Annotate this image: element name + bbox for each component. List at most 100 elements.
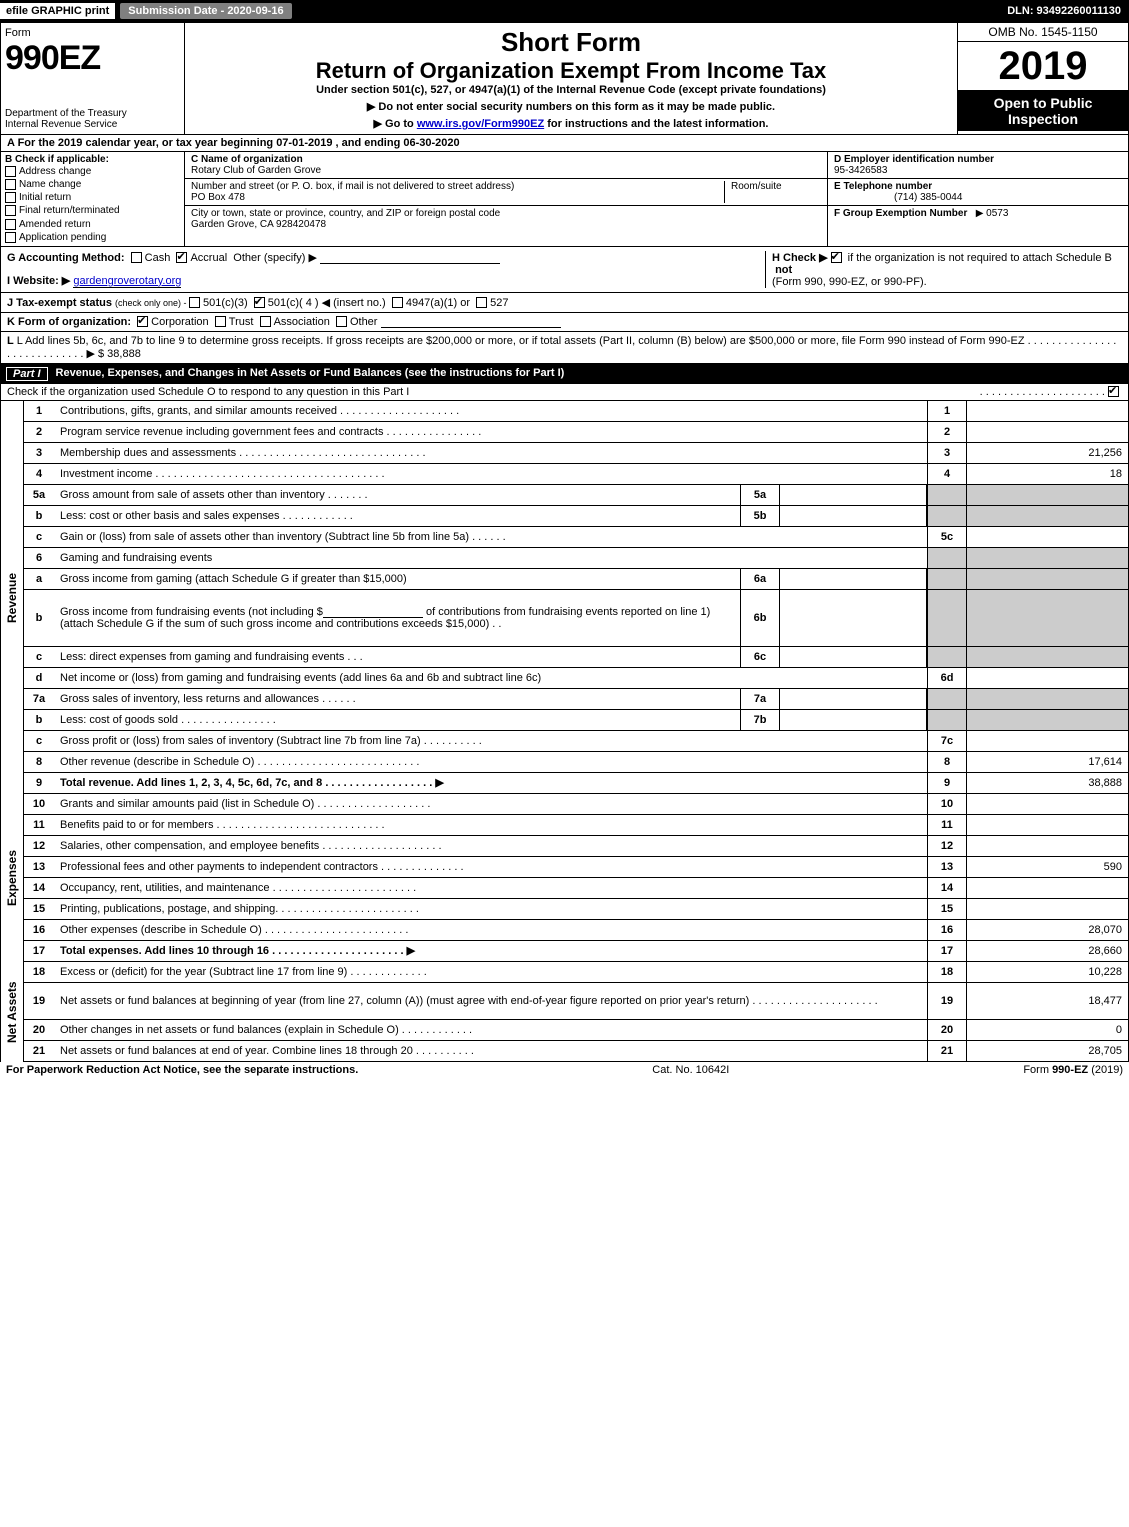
line-7a-subcol: 7a	[740, 689, 780, 709]
line-18-num: 18	[24, 962, 54, 982]
line-15: 15 Printing, publications, postage, and …	[24, 898, 1128, 919]
line-2: 2 Program service revenue including gove…	[24, 421, 1128, 442]
header-right: OMB No. 1545-1150 2019 Open to Public In…	[958, 23, 1128, 134]
line-7b: b Less: cost of goods sold . . . . . . .…	[24, 709, 1128, 730]
accounting-other-input[interactable]	[320, 263, 500, 264]
check-527[interactable]	[476, 297, 487, 308]
line-7a-val	[966, 689, 1128, 709]
line-7b-val	[966, 710, 1128, 730]
check-final-return[interactable]: Final return/terminated	[5, 204, 180, 217]
line-8: 8 Other revenue (describe in Schedule O)…	[24, 751, 1128, 772]
line-8-val: 17,614	[966, 752, 1128, 772]
goto-pre: ▶ Go to	[374, 118, 417, 130]
check-application-pending[interactable]: Application pending	[5, 231, 180, 244]
info-section: B Check if applicable: Address change Na…	[0, 152, 1129, 247]
check-corporation[interactable]	[137, 316, 148, 327]
line-1-num: 1	[24, 401, 54, 421]
line-4-numcol: 4	[927, 464, 966, 484]
line-1-val	[966, 401, 1128, 421]
block-c-org: C Name of organization Rotary Club of Ga…	[185, 152, 827, 246]
line-17-num: 17	[24, 941, 54, 961]
website-label: I Website: ▶	[7, 275, 70, 287]
tax-exempt-label: J Tax-exempt status	[7, 297, 112, 309]
line-6a-val	[966, 569, 1128, 589]
street-label: Number and street (or P. O. box, if mail…	[191, 181, 514, 192]
line-14: 14 Occupancy, rent, utilities, and maint…	[24, 877, 1128, 898]
otp-line2: Inspection	[1008, 111, 1078, 127]
dept-treasury: Department of the Treasury	[5, 108, 127, 119]
line-6c-subval	[780, 647, 927, 667]
line-6a: a Gross income from gaming (attach Sched…	[24, 568, 1128, 589]
submission-date-button[interactable]: Submission Date - 2020-09-16	[119, 2, 292, 20]
line-7b-subval	[780, 710, 927, 730]
line-19-val: 18,477	[966, 983, 1128, 1019]
check-501c3[interactable]	[189, 297, 200, 308]
schedule-o-checkbox[interactable]	[1108, 386, 1119, 397]
h-checkbox[interactable]	[831, 252, 842, 263]
line-5c-numcol: 5c	[927, 527, 966, 547]
block-a-tax-year: A For the 2019 calendar year, or tax yea…	[0, 135, 1129, 152]
form-header: Form 990EZ Department of the Treasury In…	[0, 22, 1129, 135]
net-assets-sidelabel: Net Assets	[0, 962, 23, 1062]
line-20-num: 20	[24, 1020, 54, 1040]
website-link[interactable]: gardengroverotary.org	[73, 275, 181, 288]
check-address-change[interactable]: Address change	[5, 165, 180, 178]
line-12-desc: Salaries, other compensation, and employ…	[54, 838, 927, 854]
expenses-section: Expenses 10 Grants and similar amounts p…	[0, 794, 1129, 962]
line-8-desc: Other revenue (describe in Schedule O) .…	[54, 754, 927, 770]
line-20-val: 0	[966, 1020, 1128, 1040]
check-initial-return[interactable]: Initial return	[5, 191, 180, 204]
check-501c[interactable]	[254, 297, 265, 308]
line-7a-desc: Gross sales of inventory, less returns a…	[54, 691, 740, 707]
line-19-numcol: 19	[927, 983, 966, 1019]
line-12-num: 12	[24, 836, 54, 856]
city-label: City or town, state or province, country…	[191, 208, 500, 219]
line-10-numcol: 10	[927, 794, 966, 814]
check-amended-return[interactable]: Amended return	[5, 218, 180, 231]
group-exemption-value: ▶ 0573	[976, 208, 1009, 219]
line-9-desc: Total revenue. Add lines 1, 2, 3, 4, 5c,…	[54, 774, 927, 791]
line-11: 11 Benefits paid to or for members . . .…	[24, 814, 1128, 835]
line-1-numcol: 1	[927, 401, 966, 421]
line-6c-num: c	[24, 647, 54, 667]
revenue-section: Revenue 1 Contributions, gifts, grants, …	[0, 401, 1129, 794]
line-17-val: 28,660	[966, 941, 1128, 961]
line-16: 16 Other expenses (describe in Schedule …	[24, 919, 1128, 940]
irs-link[interactable]: www.irs.gov/Form990EZ	[417, 118, 544, 130]
check-other-org[interactable]	[336, 316, 347, 327]
line-9-numcol: 9	[927, 773, 966, 793]
line-5a-val	[966, 485, 1128, 505]
accrual-label: Accrual	[190, 252, 227, 264]
line-6-val	[966, 548, 1128, 568]
line-18-numcol: 18	[927, 962, 966, 982]
no-ssn-notice: ▶ Do not enter social security numbers o…	[189, 100, 953, 113]
line-6c-desc: Less: direct expenses from gaming and fu…	[54, 649, 740, 665]
other-org-input[interactable]	[381, 327, 561, 328]
under-section: Under section 501(c), 527, or 4947(a)(1)…	[189, 84, 953, 96]
line-21-val: 28,705	[966, 1041, 1128, 1061]
ein-value: 95-3426583	[834, 165, 887, 176]
line-17-desc: Total expenses. Add lines 10 through 16 …	[54, 942, 927, 959]
check-association[interactable]	[260, 316, 271, 327]
line-3: 3 Membership dues and assessments . . . …	[24, 442, 1128, 463]
line-6-desc: Gaming and fundraising events	[54, 550, 927, 566]
part-i-header: Part I Revenue, Expenses, and Changes in…	[0, 364, 1129, 384]
label-other-org: Other	[350, 316, 378, 328]
row-l-arrow: ▶	[86, 348, 94, 360]
check-name-change[interactable]: Name change	[5, 178, 180, 191]
line-6d-num: d	[24, 668, 54, 688]
line-7c: c Gross profit or (loss) from sales of i…	[24, 730, 1128, 751]
line-16-num: 16	[24, 920, 54, 940]
accounting-cash-checkbox[interactable]	[131, 252, 142, 263]
net-assets-section: Net Assets 18 Excess or (deficit) for th…	[0, 962, 1129, 1062]
line-6d-desc: Net income or (loss) from gaming and fun…	[54, 670, 927, 686]
line-19: 19 Net assets or fund balances at beginn…	[24, 982, 1128, 1019]
line-6a-numcol	[927, 569, 966, 589]
check-trust[interactable]	[215, 316, 226, 327]
check-4947[interactable]	[392, 297, 403, 308]
line-7b-num: b	[24, 710, 54, 730]
accounting-accrual-checkbox[interactable]	[176, 252, 187, 263]
h-label: H Check ▶	[772, 252, 828, 264]
line-18-val: 10,228	[966, 962, 1128, 982]
line-5a-subval	[780, 485, 927, 505]
